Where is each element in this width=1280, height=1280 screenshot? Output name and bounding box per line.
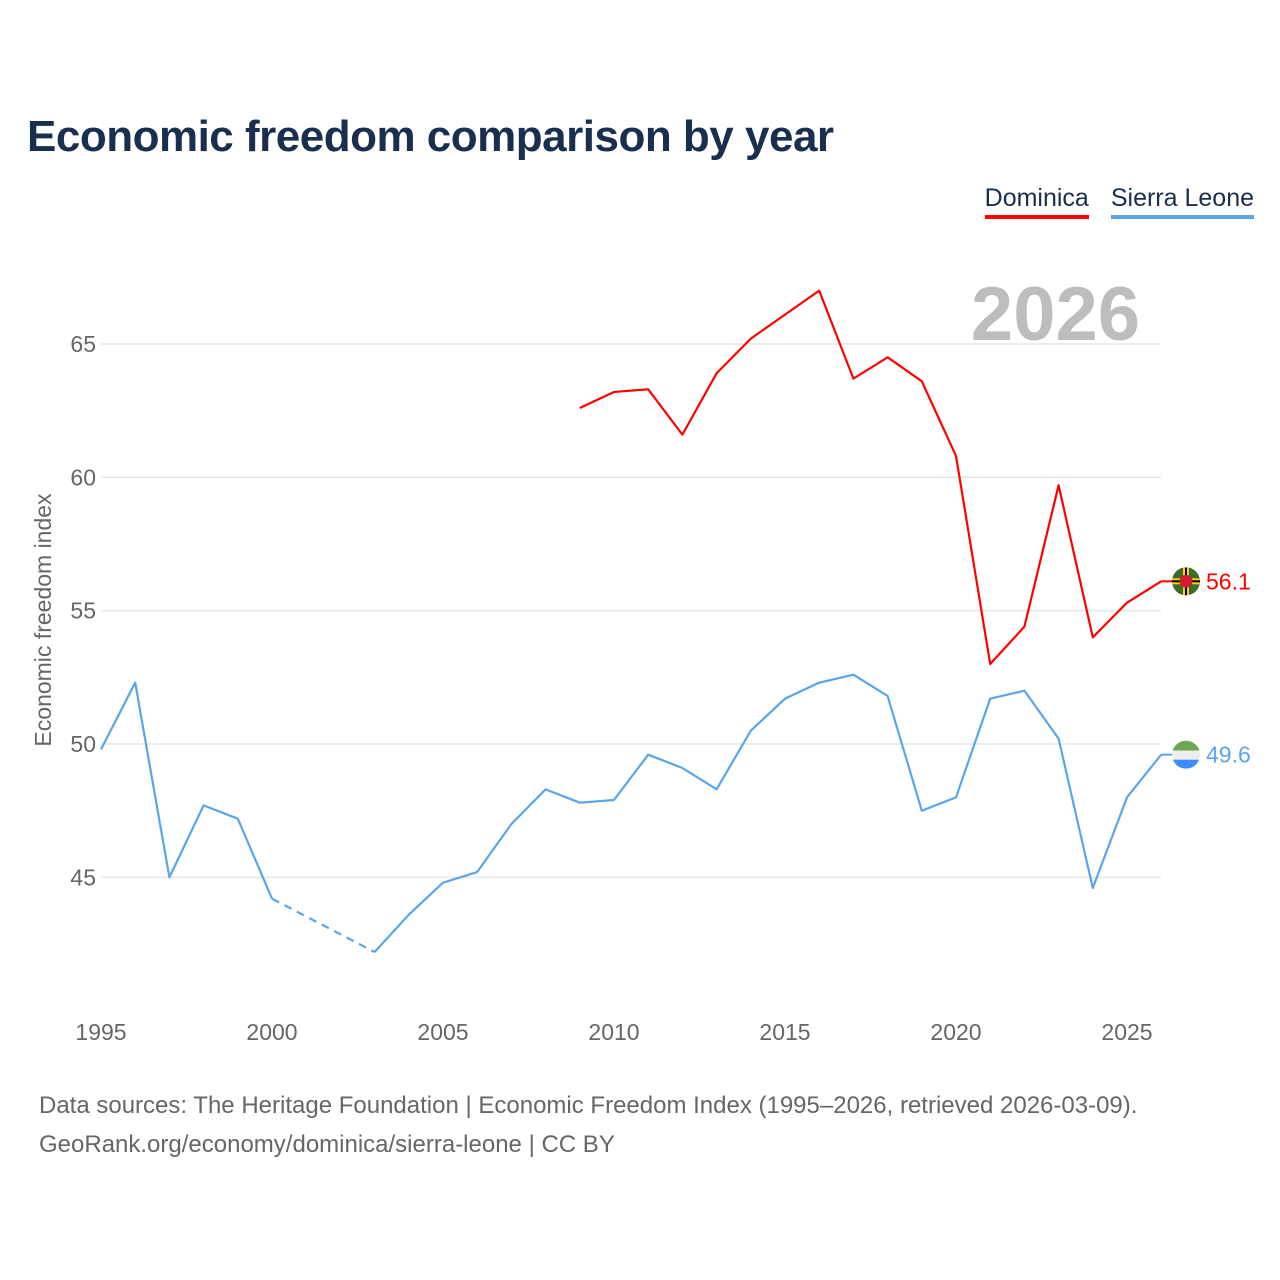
end-value-label-dominica: 56.1 bbox=[1206, 568, 1251, 594]
y-tick-label: 50 bbox=[70, 731, 96, 757]
series-line-sierra-leone bbox=[373, 673, 1163, 953]
x-tick-label: 2010 bbox=[588, 1019, 639, 1045]
series-gap-sierra-leone bbox=[271, 897, 376, 954]
flag-dominica-icon bbox=[1172, 567, 1200, 596]
y-tick-label: 65 bbox=[70, 331, 96, 357]
y-axis-label: Economic freedom index bbox=[30, 493, 56, 747]
data-sources: Data sources: The Heritage Foundation | … bbox=[39, 1092, 1138, 1119]
source-link[interactable]: GeoRank.org/economy/dominica/sierra-leon… bbox=[39, 1131, 615, 1158]
x-tick-label: 2020 bbox=[930, 1019, 981, 1045]
legend-item-dominica[interactable]: Dominica bbox=[984, 184, 1089, 219]
page-title: Economic freedom comparison by year bbox=[27, 112, 834, 161]
x-tick-label: 2000 bbox=[246, 1019, 297, 1045]
series-line-dominica bbox=[579, 289, 1162, 666]
y-tick-label: 60 bbox=[70, 464, 96, 490]
y-tick-label: 45 bbox=[70, 864, 96, 890]
flag-sierra-leone-icon bbox=[1172, 740, 1200, 769]
x-tick-label: 2025 bbox=[1101, 1019, 1152, 1045]
end-value-label-sierra-leone: 49.6 bbox=[1206, 742, 1251, 768]
legend: Dominica Sierra Leone bbox=[984, 184, 1254, 219]
series-line-sierra-leone bbox=[100, 681, 274, 900]
legend-item-sierra-leone[interactable]: Sierra Leone bbox=[1110, 184, 1254, 219]
year-watermark: 2026 bbox=[971, 272, 1140, 357]
x-tick-label: 2015 bbox=[759, 1019, 810, 1045]
y-tick-label: 55 bbox=[70, 598, 96, 624]
x-tick-label: 1995 bbox=[75, 1019, 126, 1045]
footer: Data sources: The Heritage Foundation | … bbox=[39, 1086, 1137, 1164]
x-tick-label: 2005 bbox=[417, 1019, 468, 1045]
